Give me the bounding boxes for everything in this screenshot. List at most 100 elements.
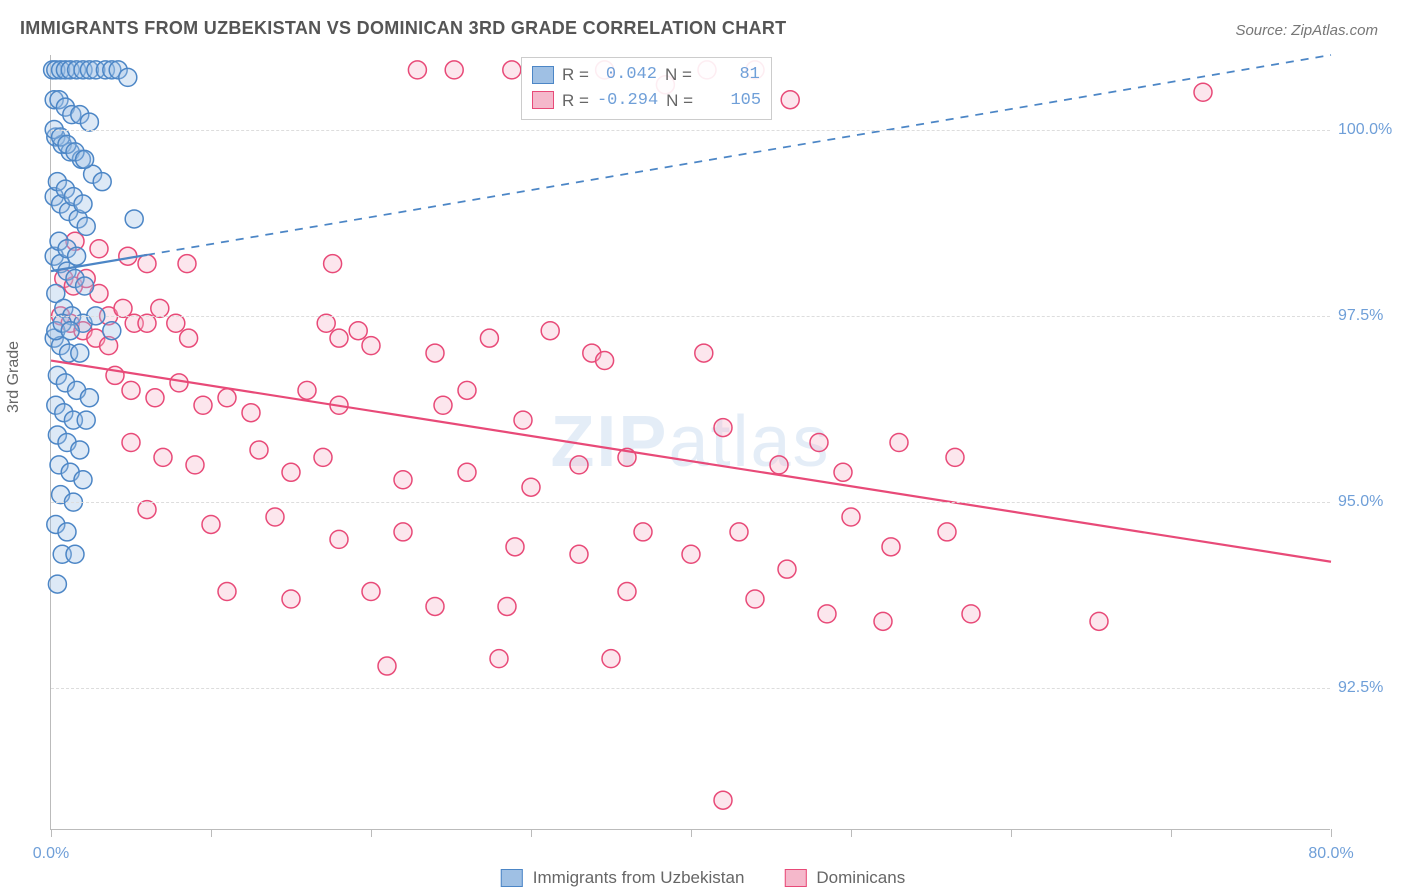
data-point-uzbekistan (68, 247, 86, 265)
n-value-uzbekistan: 81 (700, 62, 760, 88)
x-tick-label: 80.0% (1308, 845, 1353, 863)
gridline (51, 688, 1330, 689)
data-point-dominicans (202, 515, 220, 533)
data-point-dominicans (167, 314, 185, 332)
data-point-dominicans (596, 352, 614, 370)
r-value-dominicans: -0.294 (597, 88, 658, 114)
x-tick (211, 829, 212, 837)
data-point-dominicans (746, 590, 764, 608)
data-point-dominicans (282, 463, 300, 481)
swatch-dominicans-icon (784, 869, 806, 887)
x-tick (531, 829, 532, 837)
legend-item-uzbekistan: Immigrants from Uzbekistan (501, 868, 745, 888)
data-point-dominicans (114, 299, 132, 317)
x-tick (371, 829, 372, 837)
data-point-uzbekistan (76, 277, 94, 295)
data-point-dominicans (490, 650, 508, 668)
x-tick (1171, 829, 1172, 837)
x-tick (51, 829, 52, 837)
source-attribution: Source: ZipAtlas.com (1235, 22, 1378, 39)
y-tick-label: 97.5% (1338, 307, 1406, 325)
swatch-uzbekistan-icon (501, 869, 523, 887)
data-point-dominicans (362, 337, 380, 355)
r-value-uzbekistan: 0.042 (597, 62, 657, 88)
data-point-dominicans (682, 545, 700, 563)
chart-title: IMMIGRANTS FROM UZBEKISTAN VS DOMINICAN … (20, 18, 786, 39)
data-point-dominicans (714, 419, 732, 437)
x-tick (691, 829, 692, 837)
data-point-dominicans (602, 650, 620, 668)
n-label: N = (665, 62, 692, 88)
data-point-dominicans (282, 590, 300, 608)
data-point-dominicans (154, 448, 172, 466)
data-point-uzbekistan (125, 210, 143, 228)
x-tick-label: 0.0% (33, 845, 69, 863)
data-point-dominicans (522, 478, 540, 496)
data-point-dominicans (503, 61, 521, 79)
data-point-dominicans (498, 597, 516, 615)
data-point-dominicans (1194, 83, 1212, 101)
data-point-uzbekistan (71, 344, 89, 362)
plot-area: ZIPatlas R = 0.042 N = 81 R = -0.294 N =… (50, 55, 1330, 830)
data-point-dominicans (541, 322, 559, 340)
data-point-dominicans (570, 545, 588, 563)
data-point-dominicans (874, 612, 892, 630)
data-point-dominicans (250, 441, 268, 459)
data-point-dominicans (362, 583, 380, 601)
data-point-dominicans (408, 61, 426, 79)
data-point-dominicans (618, 583, 636, 601)
data-point-uzbekistan (93, 173, 111, 191)
data-point-dominicans (458, 463, 476, 481)
swatch-dominicans-icon (532, 91, 554, 109)
data-point-dominicans (426, 344, 444, 362)
data-point-dominicans (349, 322, 367, 340)
data-point-dominicans (730, 523, 748, 541)
data-point-dominicans (146, 389, 164, 407)
data-point-dominicans (938, 523, 956, 541)
data-point-dominicans (122, 381, 140, 399)
data-point-dominicans (324, 255, 342, 273)
data-point-dominicans (218, 389, 236, 407)
data-point-dominicans (962, 605, 980, 623)
data-point-uzbekistan (74, 471, 92, 489)
y-axis-label: 3rd Grade (5, 341, 23, 413)
data-point-dominicans (770, 456, 788, 474)
data-point-dominicans (1090, 612, 1108, 630)
chart-svg (51, 55, 1330, 829)
data-point-dominicans (138, 314, 156, 332)
data-point-dominicans (378, 657, 396, 675)
data-point-uzbekistan (103, 322, 121, 340)
gridline (51, 316, 1330, 317)
chart-container: IMMIGRANTS FROM UZBEKISTAN VS DOMINICAN … (0, 0, 1406, 892)
data-point-uzbekistan (80, 389, 98, 407)
r-label: R = (562, 88, 589, 114)
data-point-dominicans (151, 299, 169, 317)
stats-row-uzbekistan: R = 0.042 N = 81 (532, 62, 761, 88)
y-tick-label: 95.0% (1338, 493, 1406, 511)
data-point-dominicans (218, 583, 236, 601)
data-point-uzbekistan (58, 523, 76, 541)
gridline (51, 130, 1330, 131)
data-point-dominicans (330, 329, 348, 347)
data-point-dominicans (178, 255, 196, 273)
legend-label-dominicans: Dominicans (816, 868, 905, 888)
data-point-dominicans (818, 605, 836, 623)
data-point-uzbekistan (77, 411, 95, 429)
x-tick (851, 829, 852, 837)
data-point-dominicans (890, 434, 908, 452)
data-point-dominicans (570, 456, 588, 474)
stats-row-dominicans: R = -0.294 N = 105 (532, 88, 761, 114)
data-point-dominicans (242, 404, 260, 422)
data-point-uzbekistan (71, 441, 89, 459)
data-point-dominicans (810, 434, 828, 452)
data-point-dominicans (946, 448, 964, 466)
data-point-dominicans (695, 344, 713, 362)
data-point-dominicans (298, 381, 316, 399)
data-point-dominicans (445, 61, 463, 79)
data-point-dominicans (138, 501, 156, 519)
legend-label-uzbekistan: Immigrants from Uzbekistan (533, 868, 745, 888)
data-point-dominicans (778, 560, 796, 578)
data-point-dominicans (426, 597, 444, 615)
data-point-dominicans (180, 329, 198, 347)
data-point-dominicans (394, 471, 412, 489)
